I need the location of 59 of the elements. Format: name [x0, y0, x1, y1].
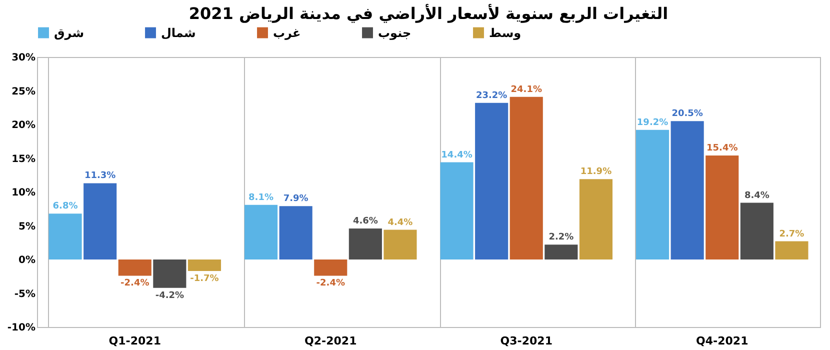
- data-label: 8.4%: [744, 190, 770, 201]
- data-label: 20.5%: [672, 109, 703, 120]
- data-label: -2.4%: [120, 278, 150, 289]
- y-tick-label: 20%: [12, 120, 36, 131]
- bar: [636, 130, 670, 260]
- data-label: 14.4%: [441, 150, 472, 160]
- x-tick-label: Q4-2021: [696, 334, 748, 348]
- bar: [279, 206, 312, 260]
- bar: [118, 260, 152, 276]
- bar: [510, 96, 543, 260]
- y-tick-label: -5%: [14, 288, 36, 300]
- data-label: 2.7%: [779, 229, 804, 240]
- data-label: 2.2%: [548, 232, 574, 243]
- bar: [84, 183, 117, 260]
- data-label: -2.4%: [316, 278, 345, 289]
- bar: [475, 102, 508, 260]
- data-label: 6.8%: [52, 202, 78, 212]
- data-label: 4.4%: [388, 218, 413, 228]
- x-tick-label: Q3-2021: [500, 334, 552, 348]
- legend-label: وسط: [489, 26, 522, 40]
- bar: [188, 260, 222, 271]
- y-tick-label: -10%: [7, 322, 36, 334]
- data-label: 11.3%: [84, 171, 116, 182]
- bar: [244, 204, 278, 260]
- bar: [314, 260, 348, 276]
- data-label: -1.7%: [190, 274, 219, 284]
- bar: [153, 260, 186, 288]
- legend-label: شرق: [54, 26, 84, 40]
- legend-label: شمال: [161, 26, 196, 40]
- y-tick-label: 0%: [18, 255, 36, 266]
- bar: [348, 228, 382, 260]
- data-label: 8.1%: [248, 192, 274, 203]
- bar: [670, 121, 704, 260]
- data-label: -4.2%: [155, 290, 184, 301]
- bar: [740, 202, 774, 260]
- x-tick-label: Q2-2021: [304, 334, 357, 348]
- data-label: 15.4%: [706, 144, 738, 154]
- data-label: 24.1%: [510, 84, 542, 95]
- bar: [440, 162, 474, 260]
- legend-label: جنوب: [378, 26, 412, 40]
- data-label: 7.9%: [283, 194, 308, 204]
- y-tick-label: 10%: [12, 188, 36, 198]
- bar: [544, 244, 578, 260]
- y-tick-label: 30%: [12, 52, 36, 64]
- data-label: 4.6%: [352, 216, 378, 226]
- bar: [579, 179, 613, 260]
- bar: [384, 230, 417, 260]
- bar: [775, 241, 808, 260]
- legend-label: غرب: [273, 26, 301, 40]
- chart-title: التغيرات الربع سنوية لأسعار الأراضي في مدينة الرياض 2021: [188, 3, 668, 23]
- x-tick-label: Q1-2021: [108, 334, 161, 348]
- bar: [706, 156, 739, 260]
- data-label: 19.2%: [636, 118, 668, 128]
- data-label: 11.9%: [580, 167, 612, 178]
- y-tick-label: 25%: [12, 86, 36, 98]
- y-tick-label: 5%: [18, 221, 36, 232]
- y-tick-label: 15%: [12, 154, 36, 165]
- bar: [48, 214, 82, 260]
- data-label: 23.2%: [476, 90, 508, 101]
